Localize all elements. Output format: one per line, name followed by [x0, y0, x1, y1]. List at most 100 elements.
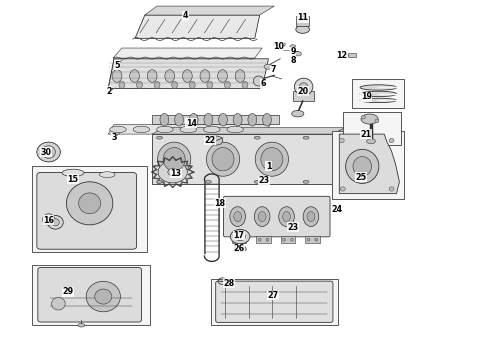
Bar	[296, 16, 310, 26]
Ellipse shape	[51, 219, 59, 226]
Ellipse shape	[258, 212, 266, 222]
Text: 19: 19	[361, 92, 372, 101]
Text: 18: 18	[214, 199, 225, 208]
Ellipse shape	[227, 126, 244, 133]
Text: 23: 23	[287, 223, 298, 232]
Ellipse shape	[294, 78, 313, 95]
Ellipse shape	[189, 113, 198, 126]
Ellipse shape	[279, 207, 294, 226]
Bar	[232, 236, 246, 243]
Ellipse shape	[206, 142, 240, 176]
Ellipse shape	[180, 126, 196, 133]
Text: 4: 4	[183, 11, 188, 20]
Ellipse shape	[205, 136, 211, 139]
Ellipse shape	[158, 161, 187, 183]
Ellipse shape	[296, 26, 310, 33]
Bar	[343, 112, 401, 145]
Ellipse shape	[154, 81, 160, 89]
Text: 23: 23	[258, 176, 269, 185]
Ellipse shape	[230, 229, 250, 244]
Text: 25: 25	[356, 173, 367, 182]
Polygon shape	[135, 15, 260, 39]
FancyBboxPatch shape	[223, 196, 330, 237]
Bar	[152, 134, 333, 184]
Ellipse shape	[172, 81, 177, 89]
Ellipse shape	[291, 238, 294, 241]
Polygon shape	[339, 134, 399, 194]
Ellipse shape	[242, 81, 248, 89]
Text: 24: 24	[331, 205, 343, 214]
Text: 2: 2	[106, 86, 112, 95]
Ellipse shape	[315, 238, 318, 241]
Ellipse shape	[303, 136, 309, 139]
Bar	[347, 53, 356, 57]
Polygon shape	[145, 6, 274, 15]
Ellipse shape	[86, 281, 121, 312]
Ellipse shape	[254, 136, 260, 139]
Ellipse shape	[340, 187, 345, 191]
FancyBboxPatch shape	[216, 281, 333, 322]
Ellipse shape	[345, 149, 379, 183]
Ellipse shape	[360, 91, 397, 96]
Bar	[281, 236, 295, 243]
Ellipse shape	[266, 238, 269, 241]
Ellipse shape	[99, 172, 115, 177]
Ellipse shape	[307, 212, 315, 222]
Ellipse shape	[62, 169, 84, 176]
Bar	[152, 116, 279, 124]
Text: 27: 27	[268, 291, 279, 300]
Ellipse shape	[211, 136, 223, 145]
Ellipse shape	[203, 126, 220, 133]
Text: 8: 8	[290, 57, 295, 66]
Text: 10: 10	[273, 42, 284, 51]
Ellipse shape	[233, 113, 242, 126]
Ellipse shape	[112, 70, 122, 82]
Text: 11: 11	[297, 13, 308, 22]
Polygon shape	[113, 48, 262, 58]
Ellipse shape	[261, 148, 283, 171]
Ellipse shape	[361, 114, 378, 124]
Ellipse shape	[189, 81, 195, 89]
Ellipse shape	[78, 193, 100, 214]
Bar	[305, 236, 320, 243]
Ellipse shape	[235, 233, 245, 240]
Text: 26: 26	[234, 244, 245, 253]
Text: 14: 14	[186, 119, 197, 128]
Text: 30: 30	[40, 148, 51, 157]
Ellipse shape	[389, 138, 394, 143]
Ellipse shape	[160, 113, 169, 126]
Text: 7: 7	[270, 65, 276, 74]
FancyBboxPatch shape	[38, 267, 142, 322]
Bar	[211, 279, 338, 325]
Ellipse shape	[157, 136, 162, 139]
Ellipse shape	[353, 157, 371, 176]
Ellipse shape	[303, 180, 309, 183]
Ellipse shape	[165, 70, 174, 82]
Bar	[32, 265, 150, 325]
Ellipse shape	[299, 83, 308, 91]
Ellipse shape	[283, 238, 286, 241]
Text: 21: 21	[361, 130, 372, 139]
Ellipse shape	[234, 238, 237, 241]
Ellipse shape	[48, 216, 63, 229]
Ellipse shape	[130, 70, 140, 82]
Ellipse shape	[248, 113, 257, 126]
Ellipse shape	[67, 182, 113, 225]
Ellipse shape	[110, 126, 126, 133]
Text: 15: 15	[68, 175, 78, 184]
Ellipse shape	[294, 51, 301, 56]
Ellipse shape	[168, 168, 177, 176]
Ellipse shape	[253, 76, 264, 86]
Ellipse shape	[303, 207, 319, 226]
Ellipse shape	[95, 289, 112, 304]
Ellipse shape	[360, 85, 397, 90]
Bar	[293, 91, 315, 101]
Ellipse shape	[360, 98, 397, 103]
Ellipse shape	[205, 180, 211, 183]
Ellipse shape	[234, 212, 242, 222]
Ellipse shape	[51, 297, 65, 310]
Ellipse shape	[137, 81, 143, 89]
Polygon shape	[108, 125, 270, 134]
Ellipse shape	[158, 142, 191, 176]
Ellipse shape	[278, 42, 285, 46]
